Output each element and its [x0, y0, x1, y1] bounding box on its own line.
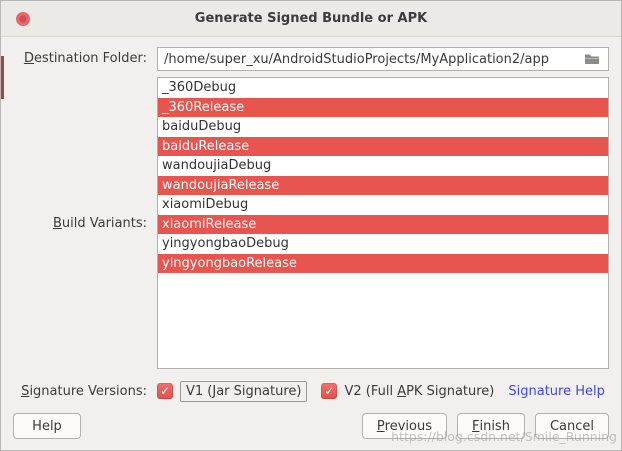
build-variants-label: Build Variants: — [52, 215, 147, 231]
v1-checkbox-group: ✓ V1 (Jar Signature) — [157, 380, 308, 402]
folder-icon — [585, 54, 599, 64]
list-item[interactable]: wandoujiaDebug — [162, 158, 272, 173]
dialog-title: Generate Signed Bundle or APK — [194, 11, 428, 26]
v1-checkbox-label[interactable]: V1 (Jar Signature) — [180, 380, 308, 402]
v1-checkbox[interactable]: ✓ — [157, 383, 173, 399]
destination-folder-input[interactable] — [164, 49, 582, 69]
list-item[interactable]: wandoujiaRelease — [158, 175, 608, 195]
destination-folder-label: Destination Folder: — [23, 51, 147, 66]
build-variants-list[interactable]: _360Debug _360Release baiduDebug baiduRelea… — [157, 77, 609, 369]
signature-help-link[interactable]: Signature Help — [508, 383, 605, 399]
list-item[interactable]: baiduDebug — [162, 119, 242, 134]
cancel-button[interactable]: Cancel — [534, 413, 609, 439]
browse-folder-button[interactable] — [582, 50, 602, 68]
window-close-button[interactable] — [16, 12, 30, 26]
list-item[interactable]: baiduRelease — [158, 136, 608, 156]
v2-checkbox-group: ✓ V2 (Full APK Signature) — [321, 383, 494, 399]
list-item[interactable]: _360Release — [158, 97, 608, 117]
destination-folder-row: Destination Folder: — [11, 47, 609, 71]
v2-checkbox[interactable]: ✓ — [321, 383, 338, 399]
list-item[interactable]: xiaomiDebug — [162, 197, 249, 212]
signature-versions-row: Signature Versions: ✓ V1 (Jar Signature)… — [11, 377, 609, 405]
list-item[interactable]: xiaomiRelease — [158, 214, 608, 234]
v2-checkbox-label[interactable]: V2 (Full APK Signature) — [344, 383, 495, 399]
list-item[interactable]: yingyongbaoDebug — [162, 236, 289, 251]
destination-folder-field — [157, 47, 609, 71]
dialog-content: Destination Folder: Build Variants: _360… — [1, 37, 621, 405]
signature-versions-label: Signature Versions: — [21, 383, 147, 399]
title-bar: Generate Signed Bundle or APK — [1, 1, 621, 37]
list-item[interactable]: _360Debug — [162, 80, 237, 95]
background-window-edge — [1, 56, 4, 99]
help-button[interactable]: Help — [13, 413, 81, 439]
list-item[interactable]: yingyongbaoRelease — [158, 253, 608, 273]
